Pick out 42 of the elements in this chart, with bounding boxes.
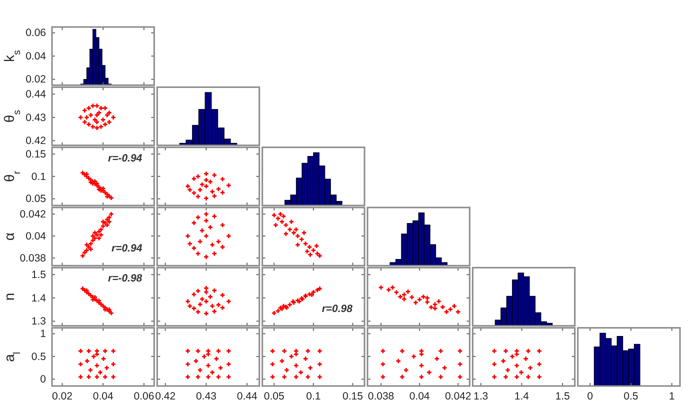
- x-tick-label: 0.05: [264, 390, 284, 402]
- x-tick-label: 0.44: [236, 390, 258, 402]
- annotation: r=0.98: [322, 302, 353, 315]
- y-tick-label: 0.42: [26, 135, 46, 148]
- x-tick-label: 0.02: [52, 390, 73, 402]
- y-tick-label: 1.3: [31, 316, 46, 328]
- x-tick-label: 0.042: [444, 390, 472, 402]
- y-tick-label: 0.04: [26, 50, 46, 62]
- y-tick-label: 0.44: [26, 88, 46, 101]
- y-tick-label: 1: [40, 328, 46, 340]
- y-tick-label: 0: [40, 374, 46, 386]
- x-tick-label: 0.1: [306, 390, 321, 402]
- y-tick-label: 0.1: [31, 170, 46, 183]
- y-tick-label: 0.43: [26, 112, 46, 124]
- annotation: r=-0.94: [108, 152, 142, 164]
- annotation: r=0.94: [112, 242, 142, 255]
- y-tick-label: 1.4: [31, 292, 46, 304]
- y-tick-label: 0.15: [26, 148, 46, 160]
- annotation: r=-0.98: [108, 272, 142, 285]
- x-tick-label: 0.43: [196, 390, 217, 402]
- x-tick-label: 1: [668, 390, 675, 402]
- y-tick-label: 0.04: [26, 230, 46, 242]
- x-tick-label: 1.5: [555, 390, 570, 402]
- y-axis-title: α: [1, 232, 17, 241]
- x-tick-label: 0.5: [624, 390, 638, 402]
- x-tick-label: 1.4: [514, 390, 530, 402]
- y-tick-label: 0.06: [26, 27, 46, 40]
- x-tick-label: 1.3: [474, 390, 488, 402]
- x-tick-label: 0.038: [368, 390, 394, 402]
- y-axis-title: n: [1, 292, 17, 301]
- x-tick-label: 0.04: [409, 390, 430, 402]
- y-tick-label: 0.038: [20, 252, 46, 264]
- y-tick-label: 0.05: [26, 193, 46, 206]
- x-tick-label: 0.06: [134, 390, 154, 402]
- y-tick-label: 0.042: [20, 208, 46, 220]
- y-tick-label: 0.02: [26, 74, 46, 86]
- y-tick-label: 1.5: [31, 269, 46, 282]
- x-tick-label: 0.42: [155, 390, 176, 402]
- x-tick-label: 0.15: [342, 390, 364, 402]
- y-tick-label: 0.5: [31, 350, 46, 363]
- x-tick-label: 0.04: [92, 390, 114, 402]
- x-tick-label: 0: [587, 390, 594, 402]
